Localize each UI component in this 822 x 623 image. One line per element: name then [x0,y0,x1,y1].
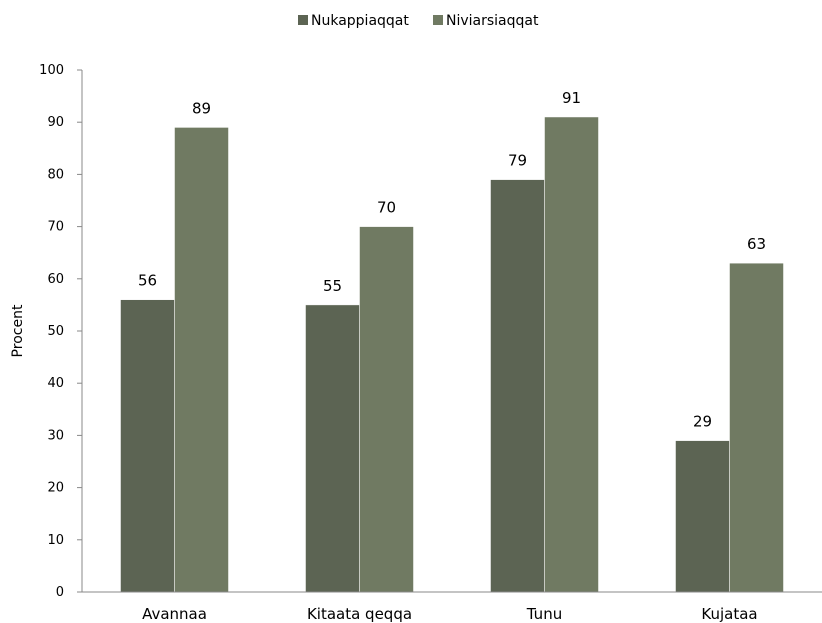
data-label: 63 [747,235,766,253]
y-tick-label: 40 [47,376,64,391]
bar-niviarsiaqqat-0 [174,127,229,593]
bar-niviarsiaqqat-2 [544,116,599,593]
y-tick-label: 20 [47,481,64,496]
data-label: 79 [508,152,527,170]
y-axis-label: Procent [10,304,26,357]
data-label: 29 [693,413,712,431]
y-tick-label: 60 [47,272,64,287]
y-tick-label: 70 [47,220,64,235]
y-tick-label: 100 [39,63,64,78]
legend-swatch [298,15,308,25]
data-label: 89 [192,99,211,117]
y-tick-label: 90 [47,115,64,130]
legend-swatch [433,15,443,25]
data-label: 56 [138,272,157,290]
x-axis-categories: Avannaa Kitaata qeqqa Tunu Kujataa [142,605,758,623]
legend-label: Nukappiaqqat [311,13,409,29]
x-category-label: Kujataa [701,605,757,623]
data-label: 55 [323,277,342,295]
x-category-label: Avannaa [142,605,207,623]
bar-nukappiaqqat-3 [675,440,730,593]
y-tick-label: 10 [47,533,64,548]
data-label: 70 [377,199,396,217]
bar-niviarsiaqqat-3 [729,262,784,593]
y-axis-ticks: 0 10 20 30 40 50 60 70 80 90 100 [39,63,82,600]
data-labels: 56 89 55 70 79 91 29 63 [138,89,766,431]
x-category-label: Kitaata qeqqa [307,605,412,623]
y-tick-label: 50 [47,324,64,339]
bar-nukappiaqqat-2 [490,179,545,593]
bar-nukappiaqqat-1 [305,304,360,593]
legend-label: Niviarsiaqqat [446,13,539,29]
bars [120,116,784,593]
y-tick-label: 80 [47,167,64,182]
y-tick-label: 30 [47,428,64,443]
x-category-label: Tunu [526,605,562,623]
bar-nukappiaqqat-0 [120,299,175,593]
data-label: 91 [562,89,581,107]
y-tick-label: 0 [56,585,64,600]
bar-niviarsiaqqat-1 [359,226,414,593]
legend: Nukappiaqqat Niviarsiaqqat [298,13,539,29]
